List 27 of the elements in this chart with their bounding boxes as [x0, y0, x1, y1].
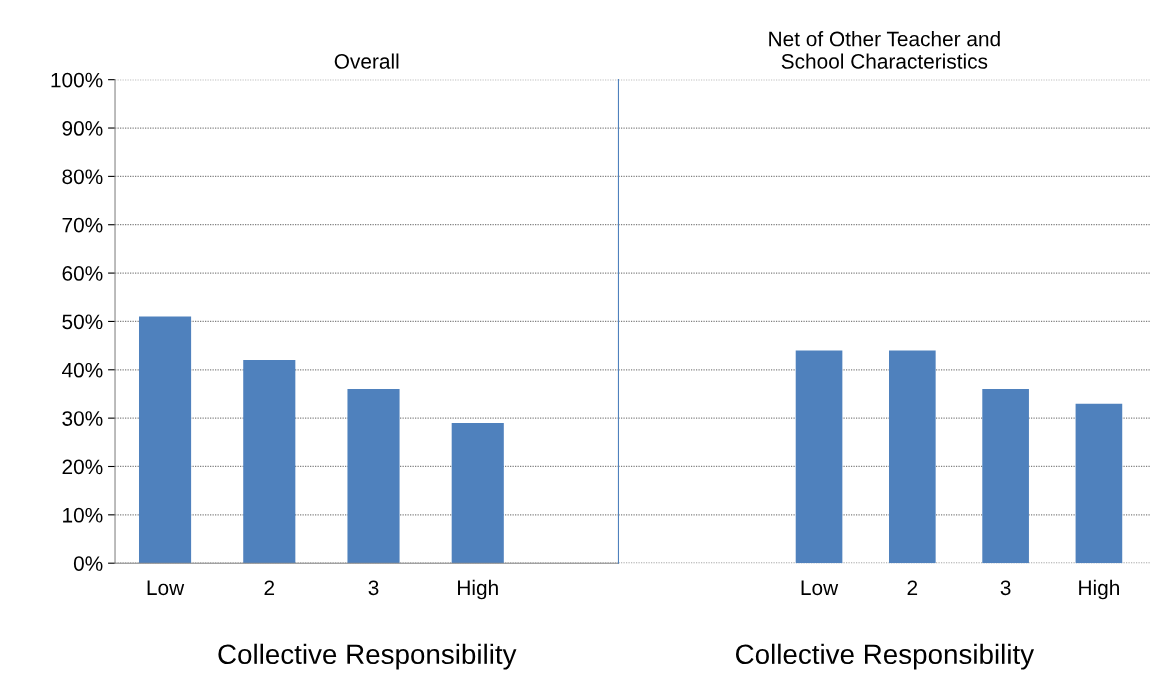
- x-tick-label: 3: [1000, 580, 1011, 596]
- y-tick-label: 10%: [63, 507, 103, 523]
- y-tick-label: 60%: [62, 266, 103, 281]
- x-axis-title: Collective Responsibility: [218, 643, 517, 670]
- bar: [347, 389, 400, 564]
- x-axis-title: Collective Responsibility: [736, 643, 1035, 670]
- bar: [243, 360, 296, 564]
- y-tick-label: 40%: [62, 362, 103, 378]
- x-tick-label: Low: [801, 580, 839, 596]
- x-tick-label: 2: [907, 580, 918, 595]
- y-tick-label: 80%: [62, 169, 103, 185]
- chart-title: Overall: [334, 53, 399, 69]
- y-tick-label: 30%: [62, 411, 103, 426]
- y-tick-label: 50%: [62, 314, 103, 330]
- x-tick-label: Low: [147, 580, 185, 596]
- x-tick-label: 2: [264, 580, 275, 595]
- chart-title: Net of Other Teacher and School Characteristics: [769, 31, 1000, 69]
- y-tick-label: 0%: [73, 556, 103, 571]
- y-tick-label: 90%: [62, 121, 103, 136]
- x-tick-label: 3: [368, 580, 379, 596]
- bar: [451, 422, 504, 564]
- x-tick-label: High: [1079, 579, 1119, 600]
- x-tick-label: High: [458, 579, 498, 600]
- y-tick-label: 100%: [51, 72, 103, 88]
- y-tick-label: 20%: [62, 459, 103, 475]
- y-tick-label: 70%: [62, 217, 103, 233]
- bar: [139, 316, 192, 564]
